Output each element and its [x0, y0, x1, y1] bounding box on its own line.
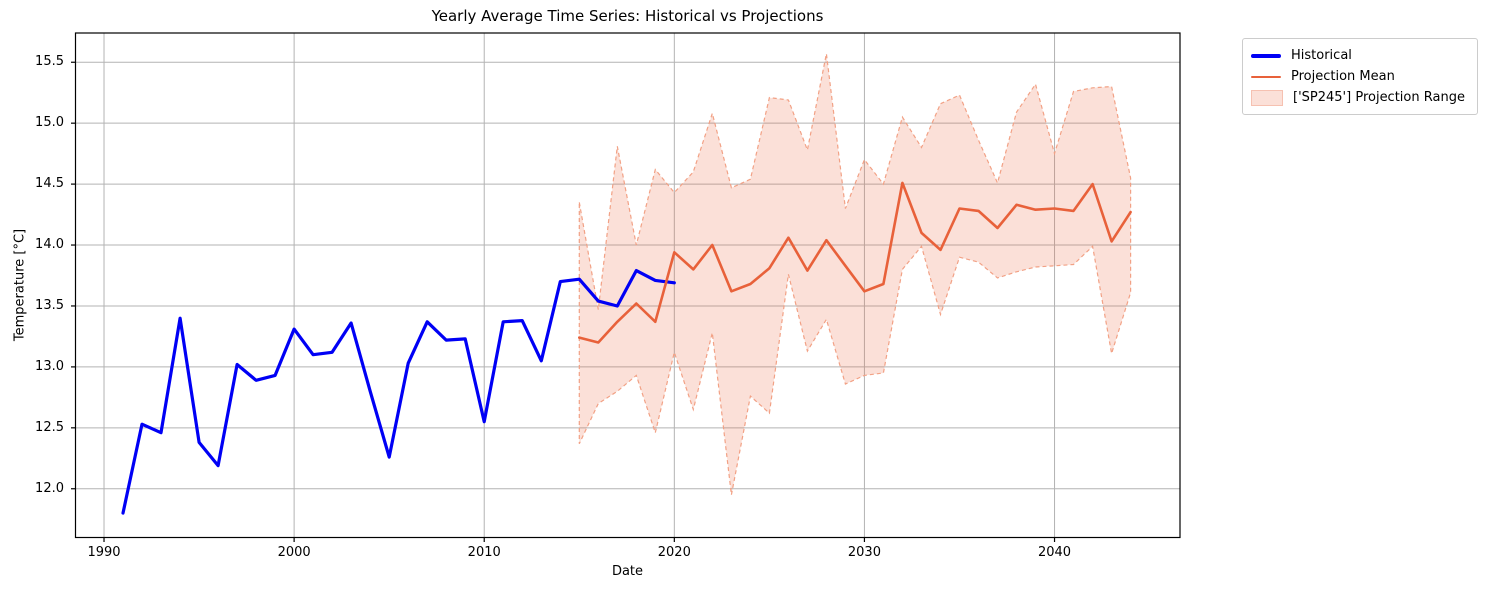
- x-tick-label: 1990: [87, 545, 121, 560]
- projection-range-band: [578, 53, 1132, 495]
- y-tick-label: 12.5: [35, 419, 64, 435]
- x-tick-label: 2000: [277, 545, 311, 560]
- legend-swatch-projection-range: [1251, 89, 1283, 106]
- y-tick-label: 15.0: [35, 115, 64, 131]
- y-tick-label: 15.5: [35, 54, 64, 70]
- series-line-projection-mean: [577, 181, 1132, 344]
- legend-item: Projection Mean: [1251, 66, 1469, 87]
- y-tick-label: 14.0: [35, 237, 64, 253]
- x-tick-label: 2020: [657, 545, 691, 560]
- legend-swatch-projection-mean: [1251, 75, 1281, 78]
- series-line-historical: [121, 269, 676, 515]
- x-axis-label: Date: [611, 564, 644, 579]
- legend-swatch-historical: [1251, 53, 1281, 58]
- y-tick-label: 13.5: [35, 297, 64, 313]
- x-tick-label: 2030: [847, 545, 881, 560]
- y-tick-label: 12.0: [35, 480, 64, 496]
- legend-label: Projection Mean: [1291, 69, 1395, 84]
- x-tick-label: 2040: [1037, 545, 1072, 560]
- legend-item: ['SP245'] Projection Range: [1251, 87, 1469, 108]
- y-tick-label: 14.5: [35, 176, 64, 192]
- plot-border: [74, 32, 1181, 539]
- legend-label: ['SP245'] Projection Range: [1293, 90, 1465, 105]
- y-tick-label: 13.0: [35, 358, 64, 374]
- legend-label: Historical: [1291, 48, 1352, 63]
- x-tick-label: 2010: [467, 545, 501, 560]
- legend: Historical Projection Mean ['SP245'] Proje…: [1242, 38, 1478, 115]
- legend-item: Historical: [1251, 45, 1469, 66]
- chart-title: Yearly Average Time Series: Historical v…: [431, 7, 824, 25]
